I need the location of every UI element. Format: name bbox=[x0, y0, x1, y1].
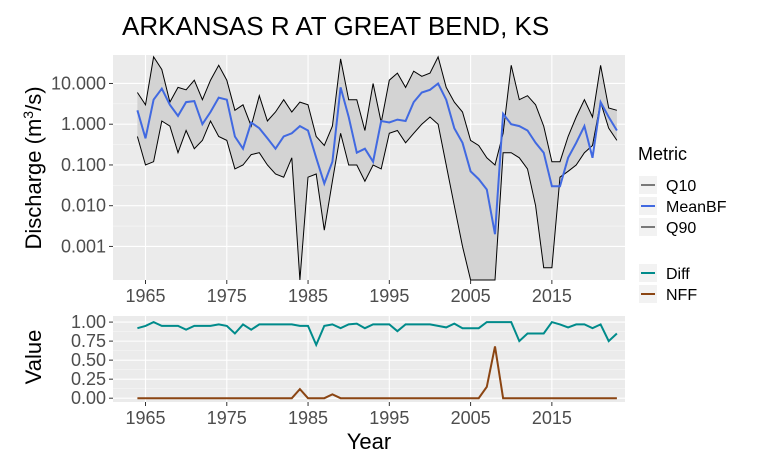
discharge-y-tick-label: 0.100 bbox=[61, 155, 106, 175]
legend-q10-label: Q10 bbox=[666, 178, 696, 195]
value-x-tick-label: 1995 bbox=[369, 408, 409, 428]
value-y-tick-label: 1.00 bbox=[71, 312, 106, 332]
discharge-axis-unit: /s) bbox=[21, 86, 46, 110]
meanbf-line bbox=[136, 81, 618, 235]
q10-line bbox=[136, 101, 618, 281]
chart-title: ARKANSAS R AT GREAT BEND, KS bbox=[122, 11, 549, 41]
value-x-tick-label: 1965 bbox=[125, 408, 165, 428]
discharge-y-ticks: 0.001 0.010 0.100 1.000 10.000 bbox=[51, 73, 113, 256]
q90-line bbox=[136, 55, 618, 166]
metric-legend: Metric Q10 MeanBF Q90 bbox=[638, 144, 727, 237]
discharge-x-ticks: 1965 1975 1985 1995 2005 2015 bbox=[125, 280, 572, 306]
discharge-axis-label: Discharge (m bbox=[21, 119, 46, 250]
value-x-ticks: 1965 1975 1985 1995 2005 2015 bbox=[125, 402, 572, 428]
legend-diff-label: Diff bbox=[666, 266, 690, 283]
legend-q90-label: Q90 bbox=[666, 220, 696, 237]
value-y-tick-label: 0.50 bbox=[71, 350, 106, 370]
q10-q90-ribbon bbox=[137, 56, 617, 281]
discharge-x-tick-label: 1965 bbox=[125, 286, 165, 306]
value-y-tick-label: 0.25 bbox=[71, 369, 106, 389]
value-x-tick-label: 1985 bbox=[288, 408, 328, 428]
discharge-y-tick-label: 0.010 bbox=[61, 196, 106, 216]
discharge-y-tick-label: 0.001 bbox=[61, 236, 106, 256]
diff-line bbox=[137, 320, 618, 348]
nff-line bbox=[137, 346, 617, 400]
value-y-tick-label: 0.75 bbox=[71, 331, 106, 351]
value-x-tick-label: 2005 bbox=[451, 408, 491, 428]
discharge-axis-title: Discharge (m3/s) bbox=[20, 86, 46, 249]
discharge-y-tick-label: 1.000 bbox=[61, 114, 106, 134]
discharge-y-tick-label: 10.000 bbox=[51, 73, 106, 93]
value-panel: 0.000.250.500.751.00 1965 1975 1985 1995 200… bbox=[21, 312, 625, 454]
value-plot-background bbox=[113, 316, 625, 402]
year-axis-title: Year bbox=[347, 429, 391, 454]
value-x-tick-label: 1975 bbox=[207, 408, 247, 428]
value-legend: Diff NFF bbox=[639, 264, 697, 304]
discharge-x-tick-label: 2015 bbox=[532, 286, 572, 306]
value-x-tick-label: 2015 bbox=[532, 408, 572, 428]
discharge-x-tick-label: 1975 bbox=[207, 286, 247, 306]
legend-meanbf-label: MeanBF bbox=[666, 199, 727, 216]
value-y-ticks: 0.000.250.500.751.00 bbox=[71, 312, 113, 408]
discharge-x-tick-label: 1985 bbox=[288, 286, 328, 306]
value-axis-title: Value bbox=[21, 330, 46, 385]
metric-legend-title: Metric bbox=[638, 144, 687, 164]
discharge-x-tick-label: 2005 bbox=[451, 286, 491, 306]
discharge-x-tick-label: 1995 bbox=[369, 286, 409, 306]
legend-nff-label: NFF bbox=[666, 287, 697, 304]
discharge-axis-superscript: 3 bbox=[20, 111, 36, 119]
value-y-tick-label: 0.00 bbox=[71, 388, 106, 408]
